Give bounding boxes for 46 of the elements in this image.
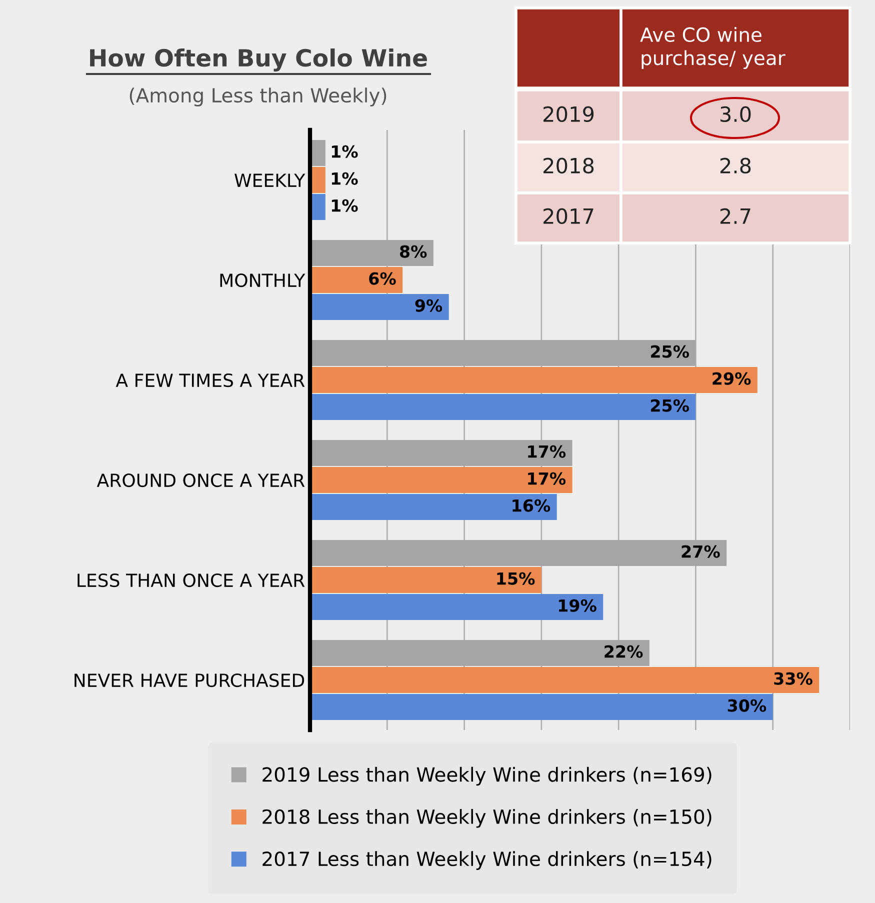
data-label: 17% <box>528 472 566 485</box>
data-label: 22% <box>604 645 643 658</box>
data-label: 25% <box>650 345 690 358</box>
data-label: 8% <box>400 245 427 258</box>
bar <box>310 467 572 493</box>
y-tick-label: AROUND ONCE A YEAR <box>96 473 305 488</box>
data-label: 27% <box>682 545 720 558</box>
y-tick-label: A FEW TIMES A YEAR <box>116 373 305 388</box>
chart-subtitle: (Among Less than Weekly) <box>130 88 386 106</box>
data-label: 1% <box>332 172 358 185</box>
bar <box>310 694 773 720</box>
bar <box>310 267 403 293</box>
legend-label: 2017 Less than Weekly Wine drinkers (n=154) <box>262 851 712 870</box>
data-label: 15% <box>497 572 535 585</box>
data-label: 25% <box>650 399 690 412</box>
y-tick-label: NEVER HAVE PURCHASED <box>74 673 304 688</box>
y-tick-label: LESS THAN ONCE A YEAR <box>78 573 305 588</box>
annotation: 2017 <box>544 208 594 224</box>
chart-title: How Often Buy Colo Wine <box>90 48 427 72</box>
data-label: 19% <box>558 599 596 612</box>
bar <box>310 494 557 520</box>
bar <box>310 294 449 320</box>
data-label: 33% <box>774 672 812 685</box>
annotation: 2.8 <box>720 158 751 174</box>
text: 3.0 <box>720 106 751 122</box>
data-label: 9% <box>415 299 442 312</box>
text: 2019 <box>544 106 594 122</box>
annotation: 2.7 <box>720 208 750 224</box>
data-label: 17% <box>528 445 566 458</box>
y-tick-label: WEEKLY <box>234 174 306 187</box>
bar <box>310 667 820 693</box>
data-label: 1% <box>332 199 358 212</box>
bar <box>310 567 542 593</box>
data-label: 1% <box>332 145 358 158</box>
text: Ave CO wine purchase/ year <box>640 26 786 70</box>
bar <box>310 367 758 393</box>
bar <box>310 594 604 620</box>
y-tick-label: MONTHLY <box>220 273 306 288</box>
data-label: 16% <box>512 499 550 512</box>
data-label: 29% <box>712 372 751 385</box>
legend-label: 2019 Less than Weekly Wine drinkers (n=169) <box>262 766 712 786</box>
bar <box>310 394 696 420</box>
data-label: 30% <box>728 699 766 712</box>
annotation: 2018 <box>544 158 594 174</box>
data-label: 6% <box>369 272 396 285</box>
legend-label: 2018 Less than Weekly Wine drinkers (n=150) <box>262 808 712 828</box>
